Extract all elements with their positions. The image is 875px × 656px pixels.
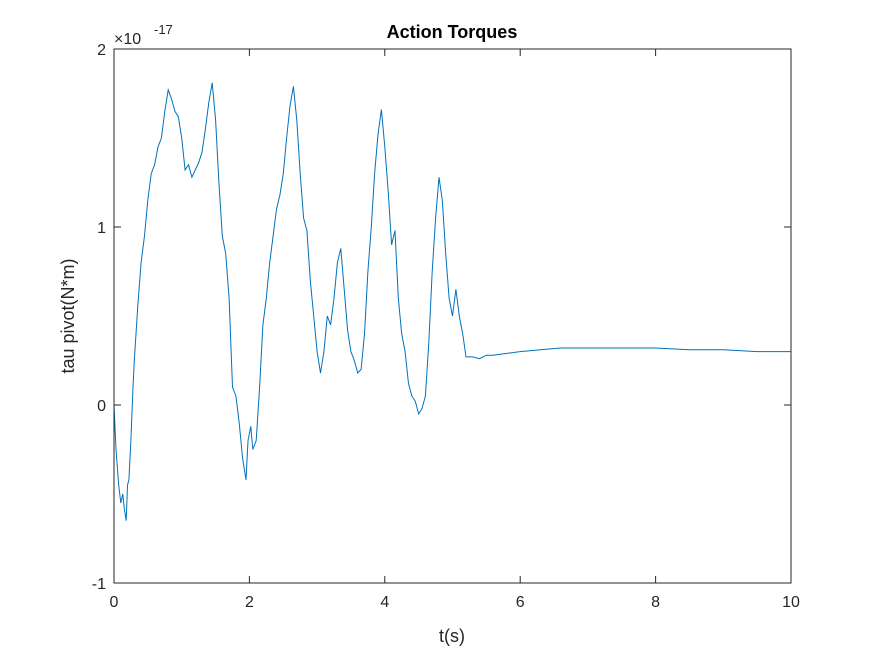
data-layer <box>113 82 791 521</box>
x-tick-label: 0 <box>110 594 119 611</box>
x-tick-label: 4 <box>380 594 389 611</box>
plot-frame <box>113 48 792 584</box>
y-exponent-power: -17 <box>154 22 173 37</box>
x-axis-label: t(s) <box>439 626 465 646</box>
x-tick-label: 2 <box>245 594 254 611</box>
y-tick-label: -1 <box>92 576 106 593</box>
y-tick-label: 1 <box>97 220 106 237</box>
series-line-1 <box>113 82 791 521</box>
x-tick-label: 10 <box>782 594 800 611</box>
y-exponent-prefix: ×10 <box>114 31 141 48</box>
x-tick-label: 6 <box>516 594 525 611</box>
x-ticks: 0 2 4 6 8 10 <box>110 49 800 611</box>
chart-title: Action Torques <box>387 22 518 42</box>
x-tick-label: 8 <box>651 594 660 611</box>
y-ticks: -1 0 1 2 <box>92 42 791 593</box>
y-axis-label: tau pivot(N*m) <box>58 258 78 373</box>
y-tick-label: 2 <box>97 42 106 59</box>
y-tick-label: 0 <box>97 398 106 415</box>
